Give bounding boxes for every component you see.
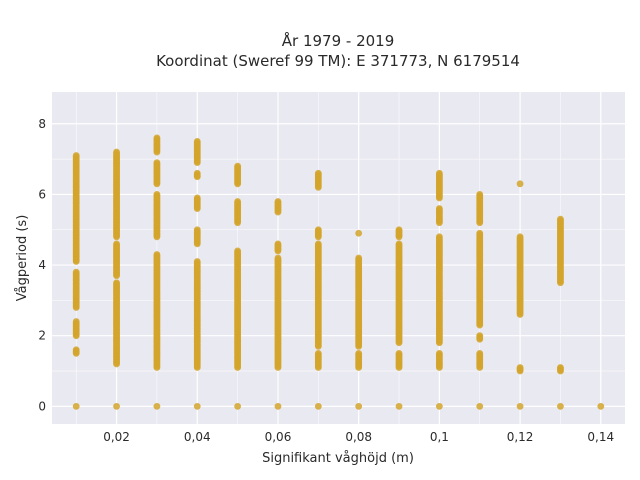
- data-point: [355, 229, 363, 237]
- y-axis-label: Vågperiod (s): [15, 215, 30, 302]
- data-point: [395, 402, 403, 410]
- data-points: [72, 134, 605, 410]
- data-point: [153, 402, 161, 410]
- data-point: [435, 402, 443, 410]
- data-point: [395, 226, 403, 234]
- data-point: [395, 240, 403, 248]
- data-point: [193, 226, 201, 234]
- data-point: [113, 279, 120, 287]
- data-point: [72, 402, 80, 410]
- x-tick-label: 0,12: [507, 430, 534, 444]
- data-point: [476, 349, 484, 357]
- data-point: [557, 215, 564, 223]
- y-tick-label: 0: [38, 399, 46, 413]
- data-point: [516, 233, 524, 241]
- data-point: [72, 152, 80, 159]
- data-point: [274, 240, 282, 248]
- data-point: [355, 254, 363, 262]
- x-tick-label: 0,04: [184, 430, 211, 444]
- data-point: [395, 349, 403, 357]
- data-point: [557, 364, 564, 371]
- data-point: [153, 251, 161, 258]
- data-point: [435, 205, 443, 212]
- data-point: [274, 402, 282, 410]
- data-point: [476, 402, 484, 410]
- data-point: [476, 332, 484, 340]
- data-point: [234, 162, 242, 170]
- data-point: [355, 402, 363, 410]
- x-axis-ticks: 0,02 0,04 0,06 0,08 0,1 0,12 0,14: [103, 430, 614, 444]
- data-point: [516, 364, 524, 371]
- data-point: [72, 318, 80, 325]
- y-tick-label: 6: [38, 187, 46, 201]
- data-point: [113, 402, 120, 410]
- chart-title: År 1979 - 2019: [282, 31, 395, 50]
- data-point: [153, 134, 161, 142]
- y-tick-label: 2: [38, 329, 46, 343]
- data-point: [314, 349, 322, 357]
- data-point: [314, 226, 322, 234]
- data-point: [113, 240, 120, 248]
- data-point: [314, 402, 322, 410]
- data-point: [234, 402, 242, 410]
- data-point: [516, 402, 524, 410]
- x-tick-label: 0,14: [587, 430, 614, 444]
- data-point: [193, 258, 201, 265]
- data-point: [435, 233, 443, 241]
- data-point: [355, 349, 363, 357]
- data-point: [113, 148, 120, 156]
- data-point: [274, 254, 282, 262]
- y-axis-ticks: 0 2 4 6 8: [38, 117, 46, 414]
- data-point: [314, 169, 322, 177]
- data-point: [597, 402, 605, 410]
- y-tick-label: 4: [38, 258, 46, 272]
- data-point: [435, 349, 443, 357]
- data-point: [234, 247, 242, 255]
- x-tick-label: 0,06: [265, 430, 292, 444]
- x-tick-label: 0,08: [345, 430, 372, 444]
- data-point: [274, 198, 282, 205]
- data-point: [72, 346, 80, 354]
- data-point: [193, 138, 201, 145]
- data-point: [314, 240, 322, 248]
- chart-subtitle: Koordinat (Sweref 99 TM): E 371773, N 61…: [156, 52, 520, 70]
- data-point: [72, 268, 80, 276]
- data-point: [476, 191, 484, 198]
- data-point: [193, 169, 201, 177]
- data-point: [153, 159, 161, 167]
- x-tick-label: 0,1: [430, 430, 449, 444]
- x-axis-label: Signifikant våghöjd (m): [262, 451, 414, 466]
- plot-area: [52, 92, 625, 424]
- data-point: [193, 194, 201, 202]
- data-point: [234, 198, 242, 205]
- x-tick-label: 0,02: [103, 430, 130, 444]
- data-point: [153, 191, 161, 198]
- data-point: [435, 169, 443, 177]
- data-point: [476, 229, 484, 237]
- y-tick-label: 8: [38, 117, 46, 131]
- data-point: [557, 402, 564, 410]
- data-point: [193, 402, 201, 410]
- data-point: [516, 180, 524, 188]
